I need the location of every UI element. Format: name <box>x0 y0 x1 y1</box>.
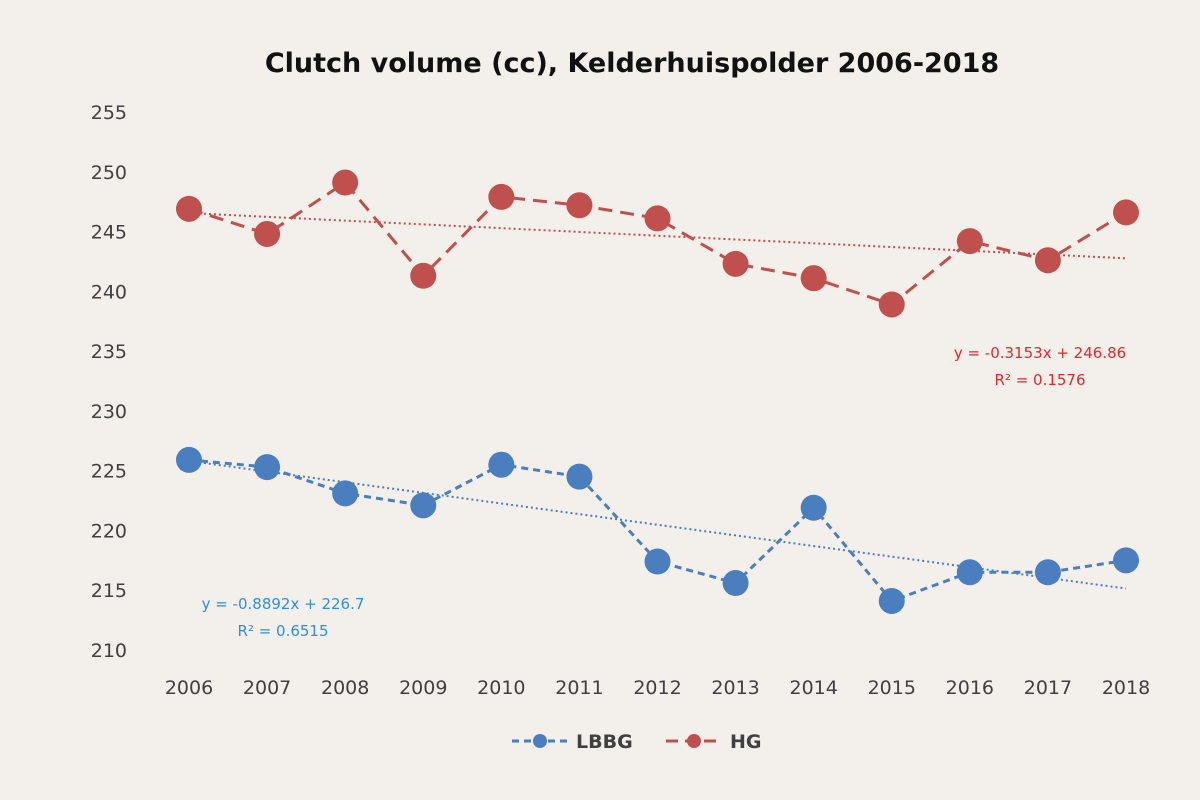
data-point-lbbg <box>956 559 983 586</box>
legend-item-lbbg: LBBG <box>512 731 633 753</box>
legend-marker-lbbg <box>533 734 547 748</box>
hg-trend-r2: R² = 0.1576 <box>994 371 1085 389</box>
y-tick-label: 250 <box>91 162 127 184</box>
data-point-hg <box>176 195 202 222</box>
legend-marker-hg <box>687 734 701 748</box>
legend-label-lbbg: LBBG <box>576 731 633 753</box>
legend: LBBG HG <box>512 731 762 753</box>
x-tick-label: 2006 <box>165 677 213 699</box>
y-tick-label: 225 <box>91 461 127 483</box>
data-point-hg <box>722 250 749 277</box>
data-point-lbbg <box>488 451 515 478</box>
x-tick-label: 2010 <box>477 677 525 699</box>
data-point-hg <box>800 265 827 292</box>
data-point-hg <box>254 220 281 247</box>
data-point-lbbg <box>800 494 827 521</box>
data-point-lbbg <box>332 480 359 507</box>
data-point-hg <box>1034 247 1061 274</box>
data-point-hg <box>878 291 905 318</box>
data-point-hg <box>566 192 593 219</box>
data-point-hg <box>410 262 437 289</box>
data-point-lbbg <box>254 454 281 481</box>
y-tick-label: 255 <box>91 102 127 124</box>
data-point-lbbg <box>176 446 202 473</box>
data-point-hg <box>644 205 671 232</box>
data-point-hg <box>1113 199 1139 226</box>
y-tick-label: 235 <box>91 341 127 363</box>
lbbg-trend-r2: R² = 0.6515 <box>237 622 328 640</box>
x-tick-label: 2017 <box>1024 677 1072 699</box>
x-tick-label: 2018 <box>1102 677 1150 699</box>
x-tick-label: 2015 <box>868 677 916 699</box>
x-tick-label: 2008 <box>321 677 369 699</box>
legend-item-hg: HG <box>666 731 762 753</box>
chart-title: Clutch volume (cc), Kelderhuispolder 200… <box>265 48 999 79</box>
data-point-lbbg <box>644 548 671 575</box>
x-tick-label: 2016 <box>946 677 994 699</box>
data-point-hg <box>488 183 515 210</box>
x-tick-label: 2012 <box>633 677 681 699</box>
y-tick-label: 245 <box>91 222 127 244</box>
x-tick-label: 2009 <box>399 677 447 699</box>
trendlines <box>188 212 1127 590</box>
hg-trend-equation: y = -0.3153x + 246.86 <box>954 344 1126 362</box>
data-point-lbbg <box>722 570 749 597</box>
x-tick-label: 2013 <box>711 677 759 699</box>
x-tick-label: 2007 <box>243 677 291 699</box>
data-point-lbbg <box>1034 559 1061 586</box>
data-point-hg <box>956 228 983 255</box>
data-point-lbbg <box>1113 547 1139 574</box>
y-tick-label: 215 <box>91 580 127 602</box>
data-point-lbbg <box>566 463 593 490</box>
y-tick-label: 230 <box>91 401 127 423</box>
series-line-hg <box>188 180 1127 307</box>
x-tick-label: 2014 <box>789 677 837 699</box>
data-point-lbbg <box>410 492 437 519</box>
y-axis: 210 215 220 225 230 235 240 245 250 255 <box>91 102 127 662</box>
legend-label-hg: HG <box>730 731 762 753</box>
y-tick-label: 240 <box>91 281 127 303</box>
series-group <box>176 169 1139 614</box>
x-tick-label: 2011 <box>555 677 603 699</box>
y-tick-label: 210 <box>91 640 127 662</box>
y-tick-label: 220 <box>91 520 127 542</box>
x-axis: 2006 2007 2008 2009 2010 2011 2012 2013 2014 2015… <box>165 677 1150 699</box>
data-point-lbbg <box>878 587 905 614</box>
lbbg-trend-equation: y = -0.8892x + 226.7 <box>202 595 365 613</box>
data-point-hg <box>332 169 359 196</box>
